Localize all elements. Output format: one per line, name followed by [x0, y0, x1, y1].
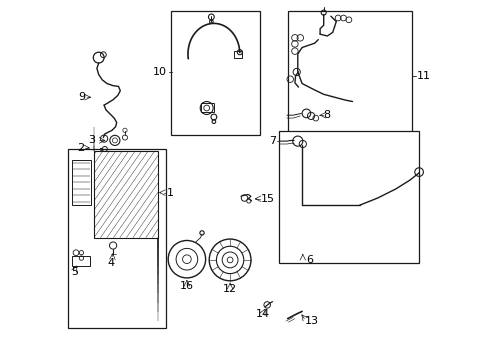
- Bar: [72, 256, 90, 266]
- Text: 3: 3: [88, 135, 95, 145]
- Text: 14: 14: [255, 309, 269, 319]
- Text: 15: 15: [260, 194, 274, 204]
- Bar: [72, 160, 91, 205]
- Bar: [94, 151, 158, 238]
- Text: 13: 13: [305, 316, 318, 326]
- Text: 1: 1: [167, 188, 174, 198]
- Text: 11: 11: [416, 71, 430, 81]
- Text: 2: 2: [77, 143, 84, 153]
- Bar: [201, 103, 213, 112]
- Text: 4: 4: [107, 258, 115, 268]
- Text: 10: 10: [153, 67, 167, 77]
- Bar: [233, 51, 241, 58]
- Text: 8: 8: [323, 110, 330, 120]
- Bar: [68, 149, 166, 328]
- Text: 7: 7: [268, 136, 276, 146]
- Text: 9: 9: [78, 92, 85, 102]
- Bar: [170, 11, 260, 135]
- Bar: [279, 131, 418, 263]
- Text: 5: 5: [71, 267, 78, 277]
- Text: 6: 6: [306, 255, 313, 265]
- Bar: [287, 11, 411, 135]
- Text: 16: 16: [180, 281, 194, 291]
- Text: 12: 12: [223, 284, 237, 294]
